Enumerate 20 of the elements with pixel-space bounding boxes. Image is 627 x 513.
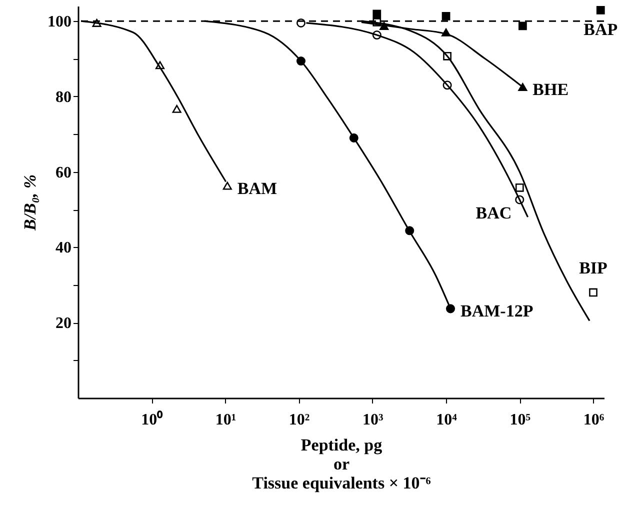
series-label: BIP: [579, 258, 608, 278]
series-label: BAM-12P: [460, 302, 534, 321]
y-tick-label: 60: [56, 164, 72, 182]
y-tick-label: 20: [56, 315, 72, 332]
series-label: BHE: [532, 80, 569, 100]
series-label: BAM: [237, 178, 278, 198]
series-label: BAP: [584, 20, 618, 40]
y-tick-label: 100: [48, 14, 72, 31]
x-tick-label: 10³: [362, 412, 384, 428]
x-tick-label: 10⁰: [141, 410, 164, 428]
x-tick-label: 10⁶: [583, 412, 604, 428]
y-axis-title: B/B₀, %: [20, 174, 40, 232]
y-tick-label: 80: [56, 88, 72, 106]
series-label: BAC: [476, 204, 512, 223]
x-tick-label: 10⁴: [436, 412, 458, 428]
y-tick-label: 40: [56, 240, 72, 257]
x-axis-title: Peptide, pg or Tissue equivalents × 10⁻⁶: [252, 436, 431, 492]
x-tick-label: 10¹: [215, 412, 236, 428]
x-tick-label: 10⁵: [510, 412, 531, 428]
x-tick-label: 10²: [288, 412, 310, 428]
